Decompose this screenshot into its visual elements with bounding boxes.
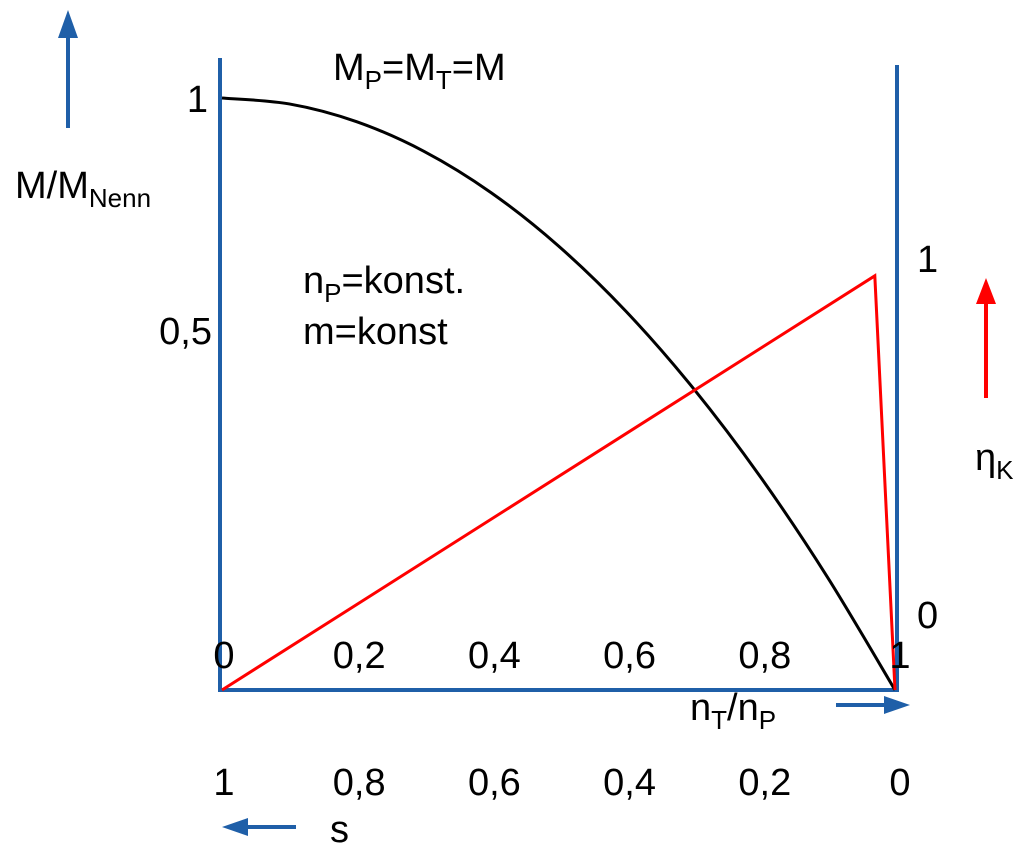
arrow-left-icon bbox=[222, 818, 296, 836]
s-tick-label: 1 bbox=[213, 762, 234, 804]
s-tick-label: 0,2 bbox=[738, 762, 791, 804]
x-axis-label: nT/nP bbox=[690, 687, 776, 735]
y-tick-label: 0,5 bbox=[159, 311, 212, 353]
x-tick-label: 0 bbox=[213, 635, 234, 677]
left-y-axis-label: M/MNenn bbox=[15, 165, 151, 213]
efficiency-line bbox=[221, 273, 897, 692]
s-tick-label: 0,6 bbox=[468, 762, 521, 804]
s-tick-label: 0,4 bbox=[603, 762, 656, 804]
s-axis-label: s bbox=[330, 809, 349, 846]
x-tick-label: 0,6 bbox=[603, 635, 656, 677]
y-tick-label: 1 bbox=[187, 79, 208, 121]
x-tick-label: 0,4 bbox=[468, 635, 521, 677]
s-tick-labels: 1 0,8 0,6 0,4 0,2 0 bbox=[213, 762, 910, 804]
x-tick-labels: 0 0,2 0,4 0,6 0,8 1 bbox=[213, 635, 910, 677]
torque-curve bbox=[221, 96, 897, 691]
arrow-right-icon bbox=[836, 696, 910, 714]
s-tick-label: 0 bbox=[889, 762, 910, 804]
right-y-axis-label: ηK bbox=[975, 437, 1014, 485]
chart-title: MP=MT=M bbox=[333, 47, 506, 95]
x-tick-label: 0,8 bbox=[738, 635, 791, 677]
right-y-tick-label: 0 bbox=[917, 595, 938, 637]
s-tick-label: 0,8 bbox=[333, 762, 386, 804]
annotation-line-2: m=konst bbox=[303, 311, 448, 353]
annotation-line-1: nP=konst. bbox=[303, 260, 465, 308]
arrow-up-icon bbox=[58, 10, 78, 128]
arrow-up-icon bbox=[976, 278, 996, 398]
x-tick-label: 0,2 bbox=[333, 635, 386, 677]
x-tick-label: 1 bbox=[889, 635, 910, 677]
right-y-tick-label: 1 bbox=[917, 239, 938, 281]
